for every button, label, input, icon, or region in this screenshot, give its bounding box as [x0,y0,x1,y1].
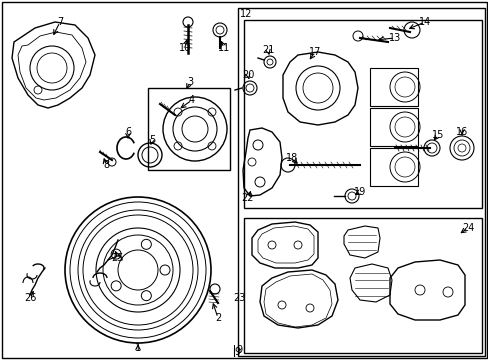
Text: 23: 23 [233,293,245,303]
Text: 26: 26 [24,293,36,303]
Text: 1: 1 [135,343,141,353]
Text: 9: 9 [234,347,240,357]
Text: 12: 12 [240,9,252,19]
Bar [369,68,417,106]
Text: 8: 8 [103,160,109,170]
Bar [369,148,417,186]
Text: 2: 2 [214,313,221,323]
Text: 16: 16 [455,127,467,137]
Bar [369,108,417,146]
Text: 6: 6 [124,127,131,137]
Text: 10: 10 [179,43,191,53]
Text: 9: 9 [236,345,242,355]
Text: 25: 25 [112,253,124,263]
Text: 19: 19 [353,187,366,197]
Text: 14: 14 [418,17,430,27]
Text: 3: 3 [186,77,193,87]
Text: 11: 11 [218,43,230,53]
Bar [148,88,229,170]
Text: 20: 20 [242,70,254,80]
Bar [244,20,481,208]
Bar [238,8,484,356]
Text: 18: 18 [285,153,298,163]
Text: 15: 15 [431,130,443,140]
Bar [244,218,481,353]
Text: 24: 24 [461,223,473,233]
Text: 22: 22 [241,193,254,203]
Text: 17: 17 [308,47,321,57]
Text: 4: 4 [188,95,195,105]
Text: 5: 5 [148,135,155,145]
Text: 13: 13 [388,33,400,43]
Text: 21: 21 [261,45,274,55]
Text: 7: 7 [57,17,63,27]
